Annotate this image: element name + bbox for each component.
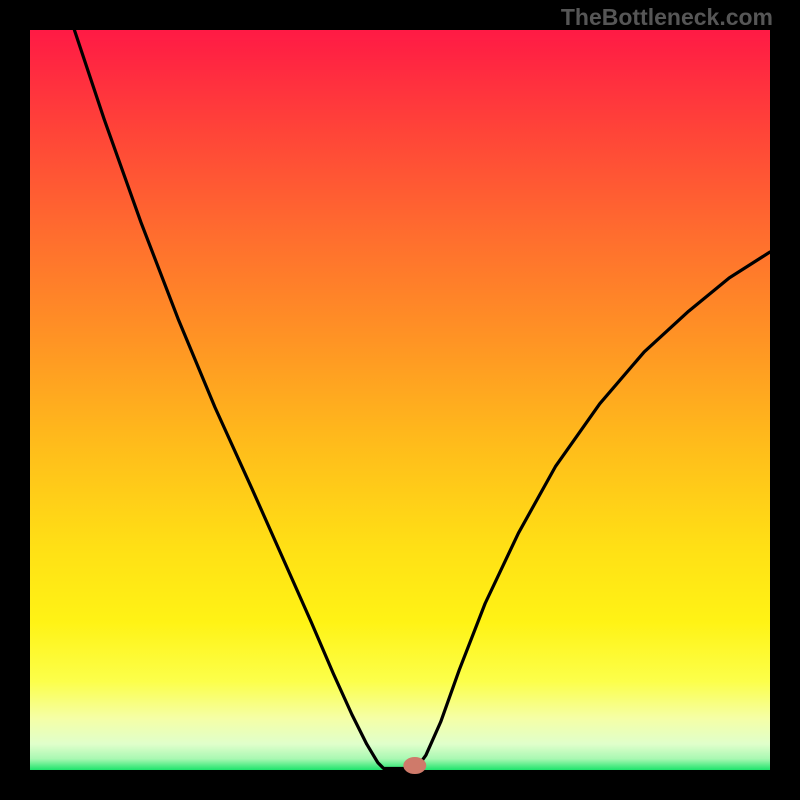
figure-frame: TheBottleneck.com — [0, 0, 800, 800]
watermark-text: TheBottleneck.com — [561, 4, 773, 31]
plot-area — [30, 30, 770, 770]
